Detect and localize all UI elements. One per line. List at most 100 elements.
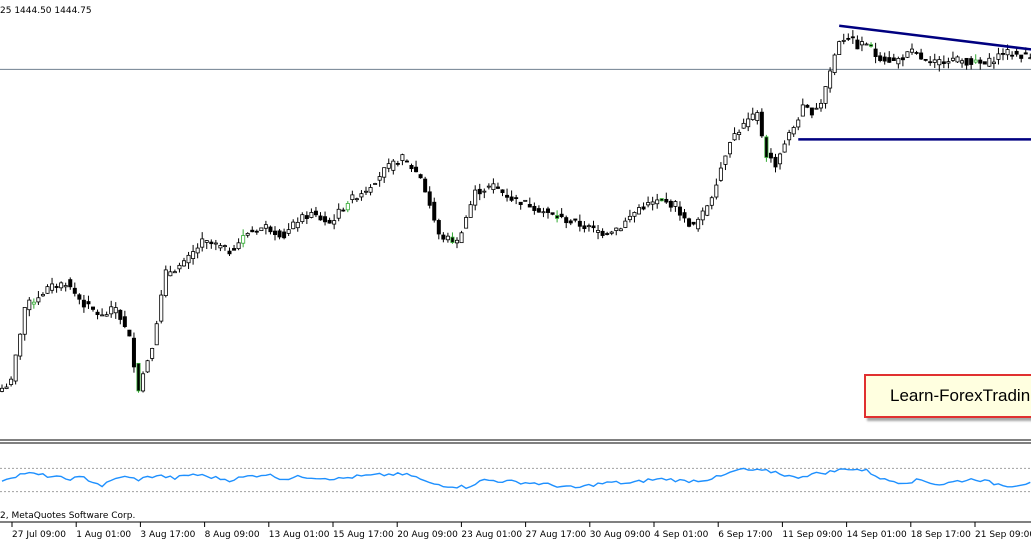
candle-body bbox=[136, 362, 141, 392]
candle-body bbox=[100, 314, 105, 317]
candle-body bbox=[577, 220, 582, 227]
candle-body bbox=[837, 41, 842, 55]
candle-body bbox=[759, 111, 764, 137]
candle-body bbox=[1010, 54, 1015, 57]
time-tick-label: 4 Sep 01:00 bbox=[654, 530, 709, 540]
watermark-label: Learn-ForexTradin bbox=[864, 374, 1031, 418]
indicator-pane[interactable] bbox=[0, 467, 1031, 493]
candle-body bbox=[277, 230, 282, 238]
candle-body bbox=[987, 57, 992, 67]
candle-body bbox=[850, 36, 855, 39]
candle-body bbox=[637, 207, 642, 215]
candle-body bbox=[268, 226, 273, 233]
candle-body bbox=[1014, 50, 1019, 55]
candle-body bbox=[86, 301, 91, 305]
time-tick-label: 23 Aug 01:00 bbox=[461, 530, 522, 540]
candle-body bbox=[859, 41, 864, 46]
price-chart-area[interactable] bbox=[0, 24, 1031, 393]
candle-body bbox=[664, 198, 669, 203]
candle-body bbox=[304, 215, 309, 220]
candle-body bbox=[960, 60, 965, 64]
candle-body bbox=[591, 225, 596, 229]
candle-body bbox=[814, 107, 819, 110]
candle-body bbox=[95, 311, 100, 316]
candle-body bbox=[614, 227, 619, 231]
candle-body bbox=[350, 194, 355, 200]
candle-body bbox=[782, 143, 787, 153]
candle-body bbox=[245, 233, 250, 236]
candle-body bbox=[464, 217, 469, 229]
candle-body bbox=[1023, 52, 1028, 55]
candle-body bbox=[232, 248, 237, 251]
candle-body bbox=[696, 218, 701, 230]
candle-body bbox=[404, 160, 409, 163]
time-tick-label: 14 Sep 01:00 bbox=[847, 530, 907, 540]
candle-body bbox=[163, 269, 168, 297]
candle-body bbox=[505, 194, 510, 198]
candle-body bbox=[791, 127, 796, 135]
candle-body bbox=[300, 214, 305, 223]
copyright-text: 2, MetaQuotes Software Corp. bbox=[0, 511, 135, 521]
time-tick-label: 20 Aug 09:00 bbox=[397, 530, 458, 540]
candle-body bbox=[855, 39, 860, 50]
candle-body bbox=[18, 333, 23, 357]
candle-body bbox=[910, 48, 915, 53]
candle-body bbox=[68, 279, 73, 288]
candle-body bbox=[764, 136, 769, 158]
candle-body bbox=[500, 189, 505, 194]
candle-body bbox=[145, 360, 150, 373]
candle-body bbox=[564, 217, 569, 224]
candle-body bbox=[373, 183, 378, 185]
candle-body bbox=[750, 113, 755, 120]
candle-body bbox=[682, 212, 687, 219]
candle-body bbox=[436, 220, 441, 235]
candle-body bbox=[495, 186, 500, 189]
candle-body bbox=[846, 37, 851, 40]
candle-body bbox=[655, 199, 660, 205]
candle-body bbox=[327, 219, 332, 224]
candle-body bbox=[632, 212, 637, 217]
candle-body bbox=[181, 260, 186, 267]
candle-body bbox=[22, 307, 27, 335]
candle-body bbox=[36, 297, 41, 303]
candle-body bbox=[723, 155, 728, 165]
candle-body bbox=[227, 250, 232, 255]
candle-body bbox=[491, 183, 496, 191]
candle-body bbox=[391, 160, 396, 171]
candle-body bbox=[4, 386, 9, 389]
candle-body bbox=[418, 174, 423, 179]
candle-body bbox=[250, 229, 255, 233]
ohlc-readout: 25 1444.50 1444.75 bbox=[0, 6, 92, 16]
candle-body bbox=[919, 52, 924, 60]
candle-body bbox=[609, 231, 614, 234]
candle-body bbox=[937, 59, 942, 66]
candle-body bbox=[768, 152, 773, 159]
candle-body bbox=[282, 231, 287, 239]
candle-body bbox=[0, 387, 4, 392]
candle-body bbox=[468, 204, 473, 218]
trendline[interactable] bbox=[839, 24, 1031, 51]
candle-body bbox=[605, 233, 610, 235]
candle-body bbox=[414, 166, 419, 173]
candle-body bbox=[641, 206, 646, 210]
candle-body bbox=[309, 212, 314, 218]
time-tick-label: 8 Aug 09:00 bbox=[205, 530, 260, 540]
candle-body bbox=[477, 188, 482, 195]
candle-body bbox=[737, 131, 742, 136]
trendlines-group[interactable] bbox=[798, 24, 1031, 141]
time-tick-label: 30 Aug 09:00 bbox=[590, 530, 651, 540]
candle-body bbox=[295, 221, 300, 229]
candle-body bbox=[363, 190, 368, 193]
candle-body bbox=[841, 39, 846, 42]
candle-body bbox=[705, 205, 710, 216]
candle-body bbox=[131, 337, 136, 368]
candle-body bbox=[122, 316, 127, 327]
candle-body bbox=[382, 167, 387, 178]
candle-body bbox=[668, 200, 673, 208]
candle-body bbox=[241, 235, 246, 244]
candle-body bbox=[172, 271, 177, 274]
candle-body bbox=[209, 241, 214, 245]
candle-body bbox=[186, 254, 191, 264]
candle-body bbox=[659, 198, 664, 202]
